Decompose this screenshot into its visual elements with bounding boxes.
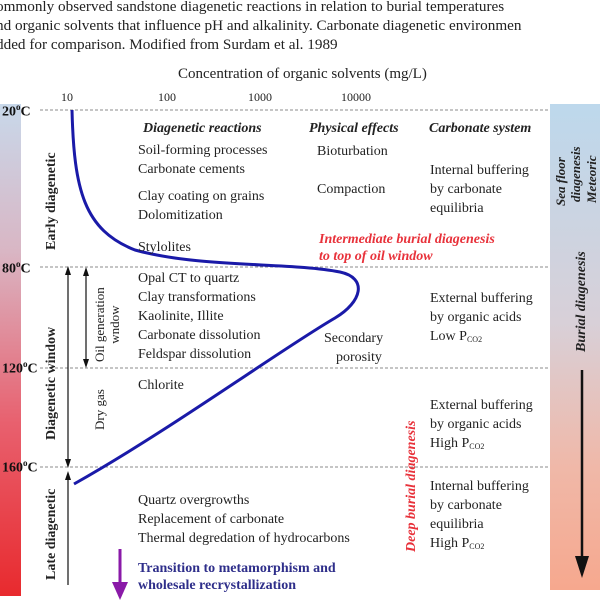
header-physical: Physical effects [309, 121, 399, 136]
note-transition: Transition to metamorphism and wholesale… [138, 561, 336, 593]
carbonate-late: Internal buffering by carbonate equilibr… [430, 479, 529, 551]
transition-arrow-head [112, 582, 128, 600]
carbonate-window-high: External buffering by organic acids High… [430, 398, 533, 451]
oil-window-label: Oil generation wndow [92, 287, 122, 362]
burial-arrow-head [575, 556, 589, 578]
zone-window-label: Diagenetic window [44, 326, 59, 440]
caption-line: dded for comparison. Modified from Surda… [0, 36, 338, 53]
meteoric-label: Meteoric [584, 155, 599, 203]
temp-label-20: 20oC [2, 102, 31, 120]
temp-label-80: 80oC [2, 259, 31, 277]
caption-line: nd organic solvents that influence pH an… [0, 17, 522, 34]
burial-diagenesis-label: Burial diagenesis [574, 251, 589, 352]
axis-tick: 1000 [248, 90, 272, 104]
axis-tick: 10000 [341, 90, 371, 104]
caption-line: ommonly observed sandstone diagenetic re… [0, 0, 505, 15]
axis-tick: 100 [158, 90, 176, 104]
zone-late-label: Late diagenetic [44, 488, 59, 580]
temp-label-160: 160oC [2, 458, 38, 476]
reactions-late: Quartz overgrowths Replacement of carbon… [138, 493, 350, 546]
header-reactions: Diagenetic reactions [143, 121, 262, 136]
temperature-gradient-bar [0, 104, 21, 596]
reactions-early: Soil-forming processes Carbonate cements… [138, 143, 268, 223]
physical-compaction: Compaction [317, 182, 386, 197]
reaction-chlorite: Chlorite [138, 378, 184, 393]
zone-early-label: Early diagenetic [44, 152, 59, 250]
header-carbonate: Carbonate system [429, 121, 532, 136]
physical-bioturbation: Bioturbation [317, 144, 388, 159]
figure-caption: ommonly observed sandstone diagenetic re… [0, 0, 600, 54]
note-deep-burial: Deep burial diagenesis [404, 420, 419, 552]
reactions-window: Opal CT to quartz Clay transformations K… [138, 271, 261, 362]
reaction-stylolites: Stylolites [138, 240, 191, 255]
temp-label-120: 120oC [2, 359, 38, 377]
organic-solvent-curve [70, 109, 360, 486]
axis-title: Concentration of organic solvents (mg/L) [178, 66, 427, 82]
carbonate-environment-bar [550, 104, 600, 590]
carbonate-window-low: External buffering by organic acids Low … [430, 291, 533, 344]
sea-floor-diagenesis-label: Sea floor diagenesis [553, 146, 583, 206]
dry-gas-label: Dry gas [92, 389, 107, 430]
axis-tick: 10 [61, 90, 73, 104]
note-intermediate-burial: Intermediate burial diagenesis to top of… [319, 232, 495, 264]
physical-porosity: Secondary porosity [324, 331, 384, 365]
carbonate-early: Internal buffering by carbonate equilibr… [430, 163, 529, 216]
